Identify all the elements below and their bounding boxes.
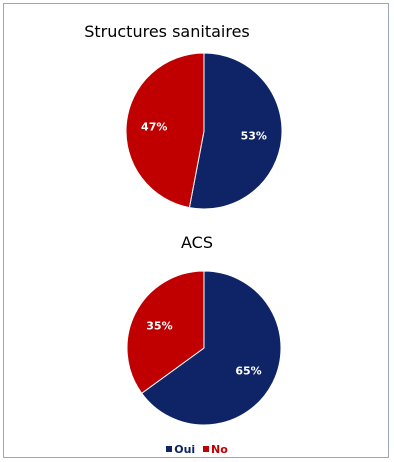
pie2-label-oui: 65%	[235, 365, 261, 378]
pie2-slice-no	[126, 270, 205, 394]
pie1-slice-no	[125, 52, 205, 209]
legend-label-no: No	[211, 442, 228, 456]
legend-swatch-no	[203, 446, 210, 452]
pie1-label-oui: 53%	[241, 130, 267, 143]
legend-item-no: No	[203, 443, 228, 456]
chart-title-structures: Structures sanitaires	[84, 22, 250, 41]
pie2-slice-oui	[141, 270, 282, 426]
legend-item-oui: Oui	[166, 443, 195, 456]
chart-title-acs: ACS	[181, 233, 213, 252]
legend-swatch-oui	[166, 446, 173, 452]
pie1-slice-oui	[188, 52, 283, 210]
pie1-label-no: 47%	[141, 120, 167, 133]
pie2-label-no: 35%	[146, 319, 172, 332]
legend-label-oui: Oui	[174, 442, 196, 456]
legend: Oui No	[0, 442, 394, 456]
